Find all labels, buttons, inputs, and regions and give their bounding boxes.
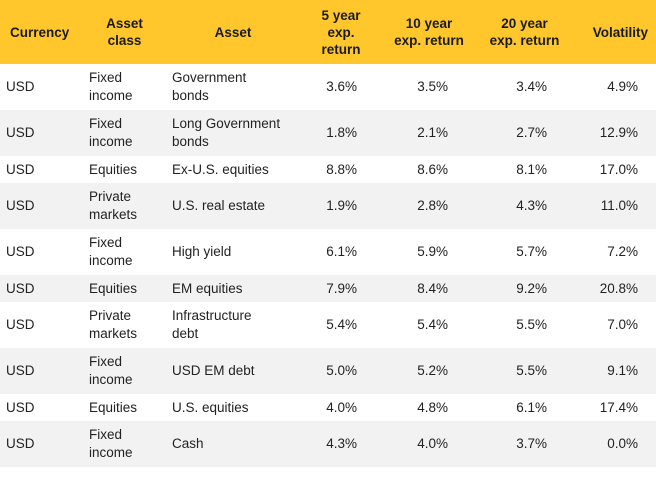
cell-volatility: 0.0%	[573, 421, 656, 467]
cell-volatility: 4.9%	[607, 79, 638, 94]
header-asset-class: Asset class	[83, 0, 166, 64]
cell-5-year-return: 4.0%	[326, 399, 357, 415]
cell-currency: USD	[0, 183, 83, 229]
cell-asset-class: Fixed income	[83, 110, 166, 156]
table-row: USD Fixed income High yield 6.1% 5.9% 5.7% 7.2%	[0, 229, 656, 275]
header-volatility: Volatility	[573, 0, 656, 64]
cell-currency: USD	[6, 399, 35, 415]
cell-10-year-return: 5.9%	[417, 244, 448, 259]
cell-currency: USD	[6, 161, 35, 177]
cell-currency: USD	[0, 110, 83, 156]
header-asset: Asset	[166, 0, 300, 64]
cell-volatility: 7.0%	[607, 317, 638, 332]
cell-currency: USD	[0, 348, 83, 394]
cell-20-year-return: 4.3%	[476, 183, 573, 229]
cell-10-year-return: 2.8%	[382, 183, 476, 229]
cell-5-year-return: 1.9%	[300, 183, 382, 229]
cell-asset-class: Fixed income	[89, 70, 133, 103]
cell-asset-class: Fixed income	[83, 421, 166, 467]
cell-volatility: 17.0%	[599, 161, 638, 177]
expected-returns-table: Currency Asset class Asset 5 year exp. retu…	[0, 0, 656, 467]
cell-5-year-return: 4.3%	[300, 421, 382, 467]
cell-volatility: 7.2%	[607, 244, 638, 259]
cell-10-year-return: 4.8%	[417, 399, 448, 415]
cell-asset: Government bonds	[172, 70, 247, 103]
cell-asset: Infrastructure debt	[172, 308, 252, 341]
cell-currency: USD	[6, 79, 35, 94]
table-body: USD Fixed income Government bonds 3.6% 3.5% 3.4…	[0, 64, 656, 467]
table-row: USD Fixed income Government bonds 3.6% 3.5% 3.4…	[0, 64, 656, 110]
header-20-year-return: 20 year exp. return	[476, 0, 573, 64]
cell-5-year-return: 6.1%	[326, 244, 357, 259]
cell-asset: U.S. real estate	[166, 183, 300, 229]
cell-5-year-return: 5.0%	[300, 348, 382, 394]
table-row: USD Private markets Infrastructure debt 5.4% 5…	[0, 302, 656, 348]
cell-volatility: 11.0%	[573, 183, 656, 229]
cell-asset: EM equities	[166, 275, 300, 302]
table-row: USD Fixed income Long Government bonds 1.8% 2.…	[0, 110, 656, 156]
cell-10-year-return: 2.1%	[382, 110, 476, 156]
cell-asset-class: Fixed income	[89, 235, 133, 268]
cell-currency: USD	[0, 275, 83, 302]
table-row: USD Equities U.S. equities 4.0% 4.8% 6.1% 17.4…	[0, 394, 656, 421]
cell-asset: U.S. equities	[172, 399, 249, 415]
cell-asset: Cash	[166, 421, 300, 467]
cell-volatility: 9.1%	[573, 348, 656, 394]
table-row: USD Fixed income USD EM debt 5.0% 5.2% 5.5% 9.1…	[0, 348, 656, 394]
cell-5-year-return: 7.9%	[300, 275, 382, 302]
table-row: USD Equities Ex-U.S. equities 8.8% 8.6% 8.1% 1…	[0, 156, 656, 183]
cell-volatility: 12.9%	[573, 110, 656, 156]
cell-asset: USD EM debt	[166, 348, 300, 394]
cell-5-year-return: 5.4%	[326, 317, 357, 332]
table-row: USD Fixed income Cash 4.3% 4.0% 3.7% 0.0%	[0, 421, 656, 467]
cell-20-year-return: 6.1%	[516, 399, 547, 415]
cell-10-year-return: 3.5%	[417, 79, 448, 94]
table-row: USD Equities EM equities 7.9% 8.4% 9.2% 20.8%	[0, 275, 656, 302]
cell-10-year-return: 8.4%	[382, 275, 476, 302]
cell-20-year-return: 5.5%	[476, 348, 573, 394]
cell-10-year-return: 4.0%	[382, 421, 476, 467]
cell-10-year-return: 5.2%	[382, 348, 476, 394]
cell-5-year-return: 8.8%	[326, 161, 357, 177]
header-row: Currency Asset class Asset 5 year exp. retu…	[0, 0, 656, 64]
cell-currency: USD	[6, 244, 35, 259]
cell-asset-class: Fixed income	[83, 348, 166, 394]
header-currency: Currency	[0, 0, 83, 64]
cell-5-year-return: 1.8%	[300, 110, 382, 156]
cell-20-year-return: 5.7%	[516, 244, 547, 259]
cell-asset-class: Private markets	[83, 183, 166, 229]
cell-10-year-return: 5.4%	[417, 317, 448, 332]
cell-asset: Long Government bonds	[166, 110, 300, 156]
cell-asset: Ex-U.S. equities	[172, 161, 269, 177]
cell-20-year-return: 5.5%	[516, 317, 547, 332]
cell-asset: High yield	[172, 244, 232, 259]
cell-currency: USD	[0, 421, 83, 467]
cell-20-year-return: 3.7%	[476, 421, 573, 467]
cell-20-year-return: 3.4%	[516, 79, 547, 94]
cell-5-year-return: 3.6%	[326, 79, 357, 94]
table-row: USD Private markets U.S. real estate 1.9% 2.8…	[0, 183, 656, 229]
cell-asset-class: Private markets	[89, 308, 138, 341]
cell-asset-class: Equities	[83, 275, 166, 302]
cell-20-year-return: 9.2%	[476, 275, 573, 302]
cell-volatility: 20.8%	[573, 275, 656, 302]
cell-20-year-return: 2.7%	[476, 110, 573, 156]
cell-volatility: 17.4%	[599, 399, 638, 415]
header-5-year-return: 5 year exp. return	[300, 0, 382, 64]
cell-asset-class: Equities	[89, 161, 138, 177]
cell-currency: USD	[6, 317, 35, 332]
cell-asset-class: Equities	[89, 399, 138, 415]
header-10-year-return: 10 year exp. return	[382, 0, 476, 64]
cell-10-year-return: 8.6%	[417, 161, 448, 177]
cell-20-year-return: 8.1%	[516, 161, 547, 177]
